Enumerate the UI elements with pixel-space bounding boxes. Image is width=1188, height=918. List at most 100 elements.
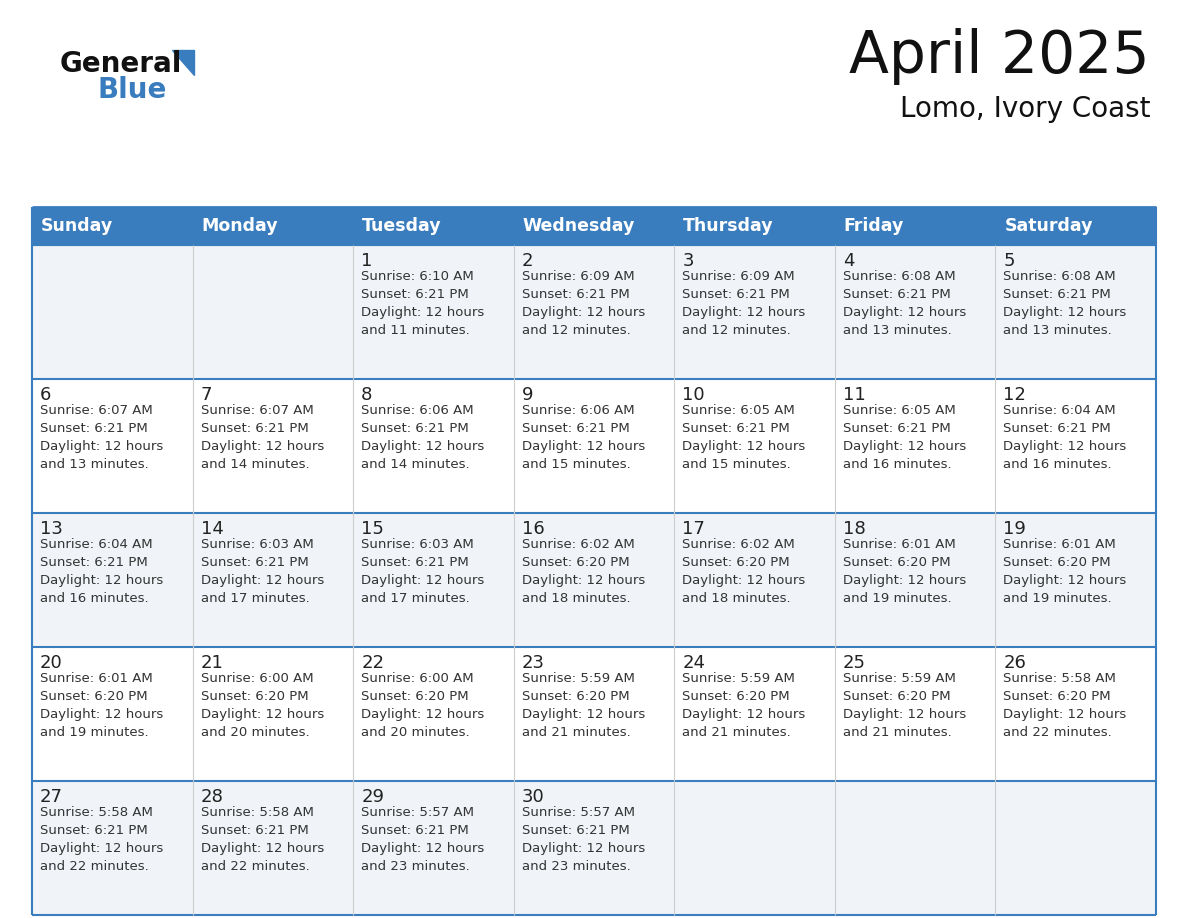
Bar xyxy=(675,513,835,647)
Text: Sunrise: 5:57 AM
Sunset: 6:21 PM
Daylight: 12 hours
and 23 minutes.: Sunrise: 5:57 AM Sunset: 6:21 PM Dayligh… xyxy=(361,806,485,873)
Bar xyxy=(32,781,192,915)
Text: Sunrise: 6:09 AM
Sunset: 6:21 PM
Daylight: 12 hours
and 12 minutes.: Sunrise: 6:09 AM Sunset: 6:21 PM Dayligh… xyxy=(522,270,645,337)
Text: 6: 6 xyxy=(40,386,51,404)
Text: April 2025: April 2025 xyxy=(849,28,1150,85)
Text: 17: 17 xyxy=(682,520,706,538)
Bar xyxy=(675,207,835,245)
Text: Sunday: Sunday xyxy=(42,217,113,235)
Text: Sunrise: 6:07 AM
Sunset: 6:21 PM
Daylight: 12 hours
and 13 minutes.: Sunrise: 6:07 AM Sunset: 6:21 PM Dayligh… xyxy=(40,404,163,471)
Bar xyxy=(32,379,192,513)
Bar xyxy=(996,513,1156,647)
Text: Sunrise: 6:01 AM
Sunset: 6:20 PM
Daylight: 12 hours
and 19 minutes.: Sunrise: 6:01 AM Sunset: 6:20 PM Dayligh… xyxy=(40,672,163,739)
Text: 25: 25 xyxy=(842,654,866,672)
Text: Sunrise: 6:02 AM
Sunset: 6:20 PM
Daylight: 12 hours
and 18 minutes.: Sunrise: 6:02 AM Sunset: 6:20 PM Dayligh… xyxy=(682,538,805,605)
Bar xyxy=(353,245,513,379)
Text: Sunrise: 6:09 AM
Sunset: 6:21 PM
Daylight: 12 hours
and 12 minutes.: Sunrise: 6:09 AM Sunset: 6:21 PM Dayligh… xyxy=(682,270,805,337)
Text: Sunrise: 6:08 AM
Sunset: 6:21 PM
Daylight: 12 hours
and 13 minutes.: Sunrise: 6:08 AM Sunset: 6:21 PM Dayligh… xyxy=(842,270,966,337)
Text: 27: 27 xyxy=(40,788,63,806)
Text: 19: 19 xyxy=(1004,520,1026,538)
Text: Sunrise: 5:59 AM
Sunset: 6:20 PM
Daylight: 12 hours
and 21 minutes.: Sunrise: 5:59 AM Sunset: 6:20 PM Dayligh… xyxy=(522,672,645,739)
Text: Tuesday: Tuesday xyxy=(362,217,442,235)
Bar xyxy=(32,245,192,379)
Text: 16: 16 xyxy=(522,520,544,538)
Text: Monday: Monday xyxy=(202,217,278,235)
Text: 24: 24 xyxy=(682,654,706,672)
Text: Sunrise: 6:03 AM
Sunset: 6:21 PM
Daylight: 12 hours
and 17 minutes.: Sunrise: 6:03 AM Sunset: 6:21 PM Dayligh… xyxy=(361,538,485,605)
Text: 20: 20 xyxy=(40,654,63,672)
Text: Wednesday: Wednesday xyxy=(523,217,636,235)
Bar xyxy=(996,647,1156,781)
Text: Sunrise: 6:01 AM
Sunset: 6:20 PM
Daylight: 12 hours
and 19 minutes.: Sunrise: 6:01 AM Sunset: 6:20 PM Dayligh… xyxy=(1004,538,1126,605)
Text: General: General xyxy=(61,50,183,78)
Text: 28: 28 xyxy=(201,788,223,806)
Bar xyxy=(513,781,675,915)
Bar xyxy=(835,379,996,513)
Bar xyxy=(513,647,675,781)
Text: Sunrise: 5:58 AM
Sunset: 6:21 PM
Daylight: 12 hours
and 22 minutes.: Sunrise: 5:58 AM Sunset: 6:21 PM Dayligh… xyxy=(40,806,163,873)
Bar xyxy=(192,513,353,647)
Bar xyxy=(675,245,835,379)
Bar xyxy=(513,513,675,647)
Bar xyxy=(353,513,513,647)
Text: Lomo, Ivory Coast: Lomo, Ivory Coast xyxy=(899,95,1150,123)
Text: 1: 1 xyxy=(361,252,373,270)
Text: Saturday: Saturday xyxy=(1004,217,1093,235)
Bar xyxy=(835,245,996,379)
Text: Sunrise: 6:07 AM
Sunset: 6:21 PM
Daylight: 12 hours
and 14 minutes.: Sunrise: 6:07 AM Sunset: 6:21 PM Dayligh… xyxy=(201,404,324,471)
Bar xyxy=(835,513,996,647)
Bar xyxy=(996,245,1156,379)
Text: Sunrise: 6:02 AM
Sunset: 6:20 PM
Daylight: 12 hours
and 18 minutes.: Sunrise: 6:02 AM Sunset: 6:20 PM Dayligh… xyxy=(522,538,645,605)
Bar xyxy=(996,207,1156,245)
Text: 11: 11 xyxy=(842,386,866,404)
Text: 3: 3 xyxy=(682,252,694,270)
Text: Sunrise: 5:59 AM
Sunset: 6:20 PM
Daylight: 12 hours
and 21 minutes.: Sunrise: 5:59 AM Sunset: 6:20 PM Dayligh… xyxy=(682,672,805,739)
Text: 8: 8 xyxy=(361,386,373,404)
Bar xyxy=(353,379,513,513)
Bar xyxy=(32,207,192,245)
Text: Sunrise: 6:01 AM
Sunset: 6:20 PM
Daylight: 12 hours
and 19 minutes.: Sunrise: 6:01 AM Sunset: 6:20 PM Dayligh… xyxy=(842,538,966,605)
Text: Thursday: Thursday xyxy=(683,217,773,235)
Text: 10: 10 xyxy=(682,386,704,404)
Text: 21: 21 xyxy=(201,654,223,672)
Text: Sunrise: 6:00 AM
Sunset: 6:20 PM
Daylight: 12 hours
and 20 minutes.: Sunrise: 6:00 AM Sunset: 6:20 PM Dayligh… xyxy=(361,672,485,739)
Text: Sunrise: 6:05 AM
Sunset: 6:21 PM
Daylight: 12 hours
and 15 minutes.: Sunrise: 6:05 AM Sunset: 6:21 PM Dayligh… xyxy=(682,404,805,471)
Text: Sunrise: 6:04 AM
Sunset: 6:21 PM
Daylight: 12 hours
and 16 minutes.: Sunrise: 6:04 AM Sunset: 6:21 PM Dayligh… xyxy=(40,538,163,605)
Text: Sunrise: 6:00 AM
Sunset: 6:20 PM
Daylight: 12 hours
and 20 minutes.: Sunrise: 6:00 AM Sunset: 6:20 PM Dayligh… xyxy=(201,672,324,739)
Bar xyxy=(513,379,675,513)
Text: 7: 7 xyxy=(201,386,213,404)
Text: 9: 9 xyxy=(522,386,533,404)
Bar xyxy=(835,207,996,245)
Bar xyxy=(353,647,513,781)
Bar xyxy=(192,781,353,915)
Bar xyxy=(996,379,1156,513)
Bar xyxy=(32,513,192,647)
Bar xyxy=(192,207,353,245)
Polygon shape xyxy=(172,50,194,75)
Text: Sunrise: 6:08 AM
Sunset: 6:21 PM
Daylight: 12 hours
and 13 minutes.: Sunrise: 6:08 AM Sunset: 6:21 PM Dayligh… xyxy=(1004,270,1126,337)
Text: 22: 22 xyxy=(361,654,384,672)
Text: Sunrise: 5:58 AM
Sunset: 6:21 PM
Daylight: 12 hours
and 22 minutes.: Sunrise: 5:58 AM Sunset: 6:21 PM Dayligh… xyxy=(201,806,324,873)
Bar xyxy=(513,207,675,245)
Bar xyxy=(996,781,1156,915)
Text: Sunrise: 6:05 AM
Sunset: 6:21 PM
Daylight: 12 hours
and 16 minutes.: Sunrise: 6:05 AM Sunset: 6:21 PM Dayligh… xyxy=(842,404,966,471)
Bar xyxy=(675,781,835,915)
Text: 13: 13 xyxy=(40,520,63,538)
Text: 30: 30 xyxy=(522,788,544,806)
Text: 15: 15 xyxy=(361,520,384,538)
Text: Sunrise: 5:58 AM
Sunset: 6:20 PM
Daylight: 12 hours
and 22 minutes.: Sunrise: 5:58 AM Sunset: 6:20 PM Dayligh… xyxy=(1004,672,1126,739)
Text: Blue: Blue xyxy=(97,76,168,104)
Text: Sunrise: 6:06 AM
Sunset: 6:21 PM
Daylight: 12 hours
and 14 minutes.: Sunrise: 6:06 AM Sunset: 6:21 PM Dayligh… xyxy=(361,404,485,471)
Text: 12: 12 xyxy=(1004,386,1026,404)
Bar xyxy=(353,207,513,245)
Text: 18: 18 xyxy=(842,520,866,538)
Text: Sunrise: 6:03 AM
Sunset: 6:21 PM
Daylight: 12 hours
and 17 minutes.: Sunrise: 6:03 AM Sunset: 6:21 PM Dayligh… xyxy=(201,538,324,605)
Text: Sunrise: 5:57 AM
Sunset: 6:21 PM
Daylight: 12 hours
and 23 minutes.: Sunrise: 5:57 AM Sunset: 6:21 PM Dayligh… xyxy=(522,806,645,873)
Bar xyxy=(192,245,353,379)
Text: 2: 2 xyxy=(522,252,533,270)
Bar xyxy=(192,647,353,781)
Text: Sunrise: 6:10 AM
Sunset: 6:21 PM
Daylight: 12 hours
and 11 minutes.: Sunrise: 6:10 AM Sunset: 6:21 PM Dayligh… xyxy=(361,270,485,337)
Text: 14: 14 xyxy=(201,520,223,538)
Text: 23: 23 xyxy=(522,654,545,672)
Bar xyxy=(675,647,835,781)
Bar xyxy=(32,647,192,781)
